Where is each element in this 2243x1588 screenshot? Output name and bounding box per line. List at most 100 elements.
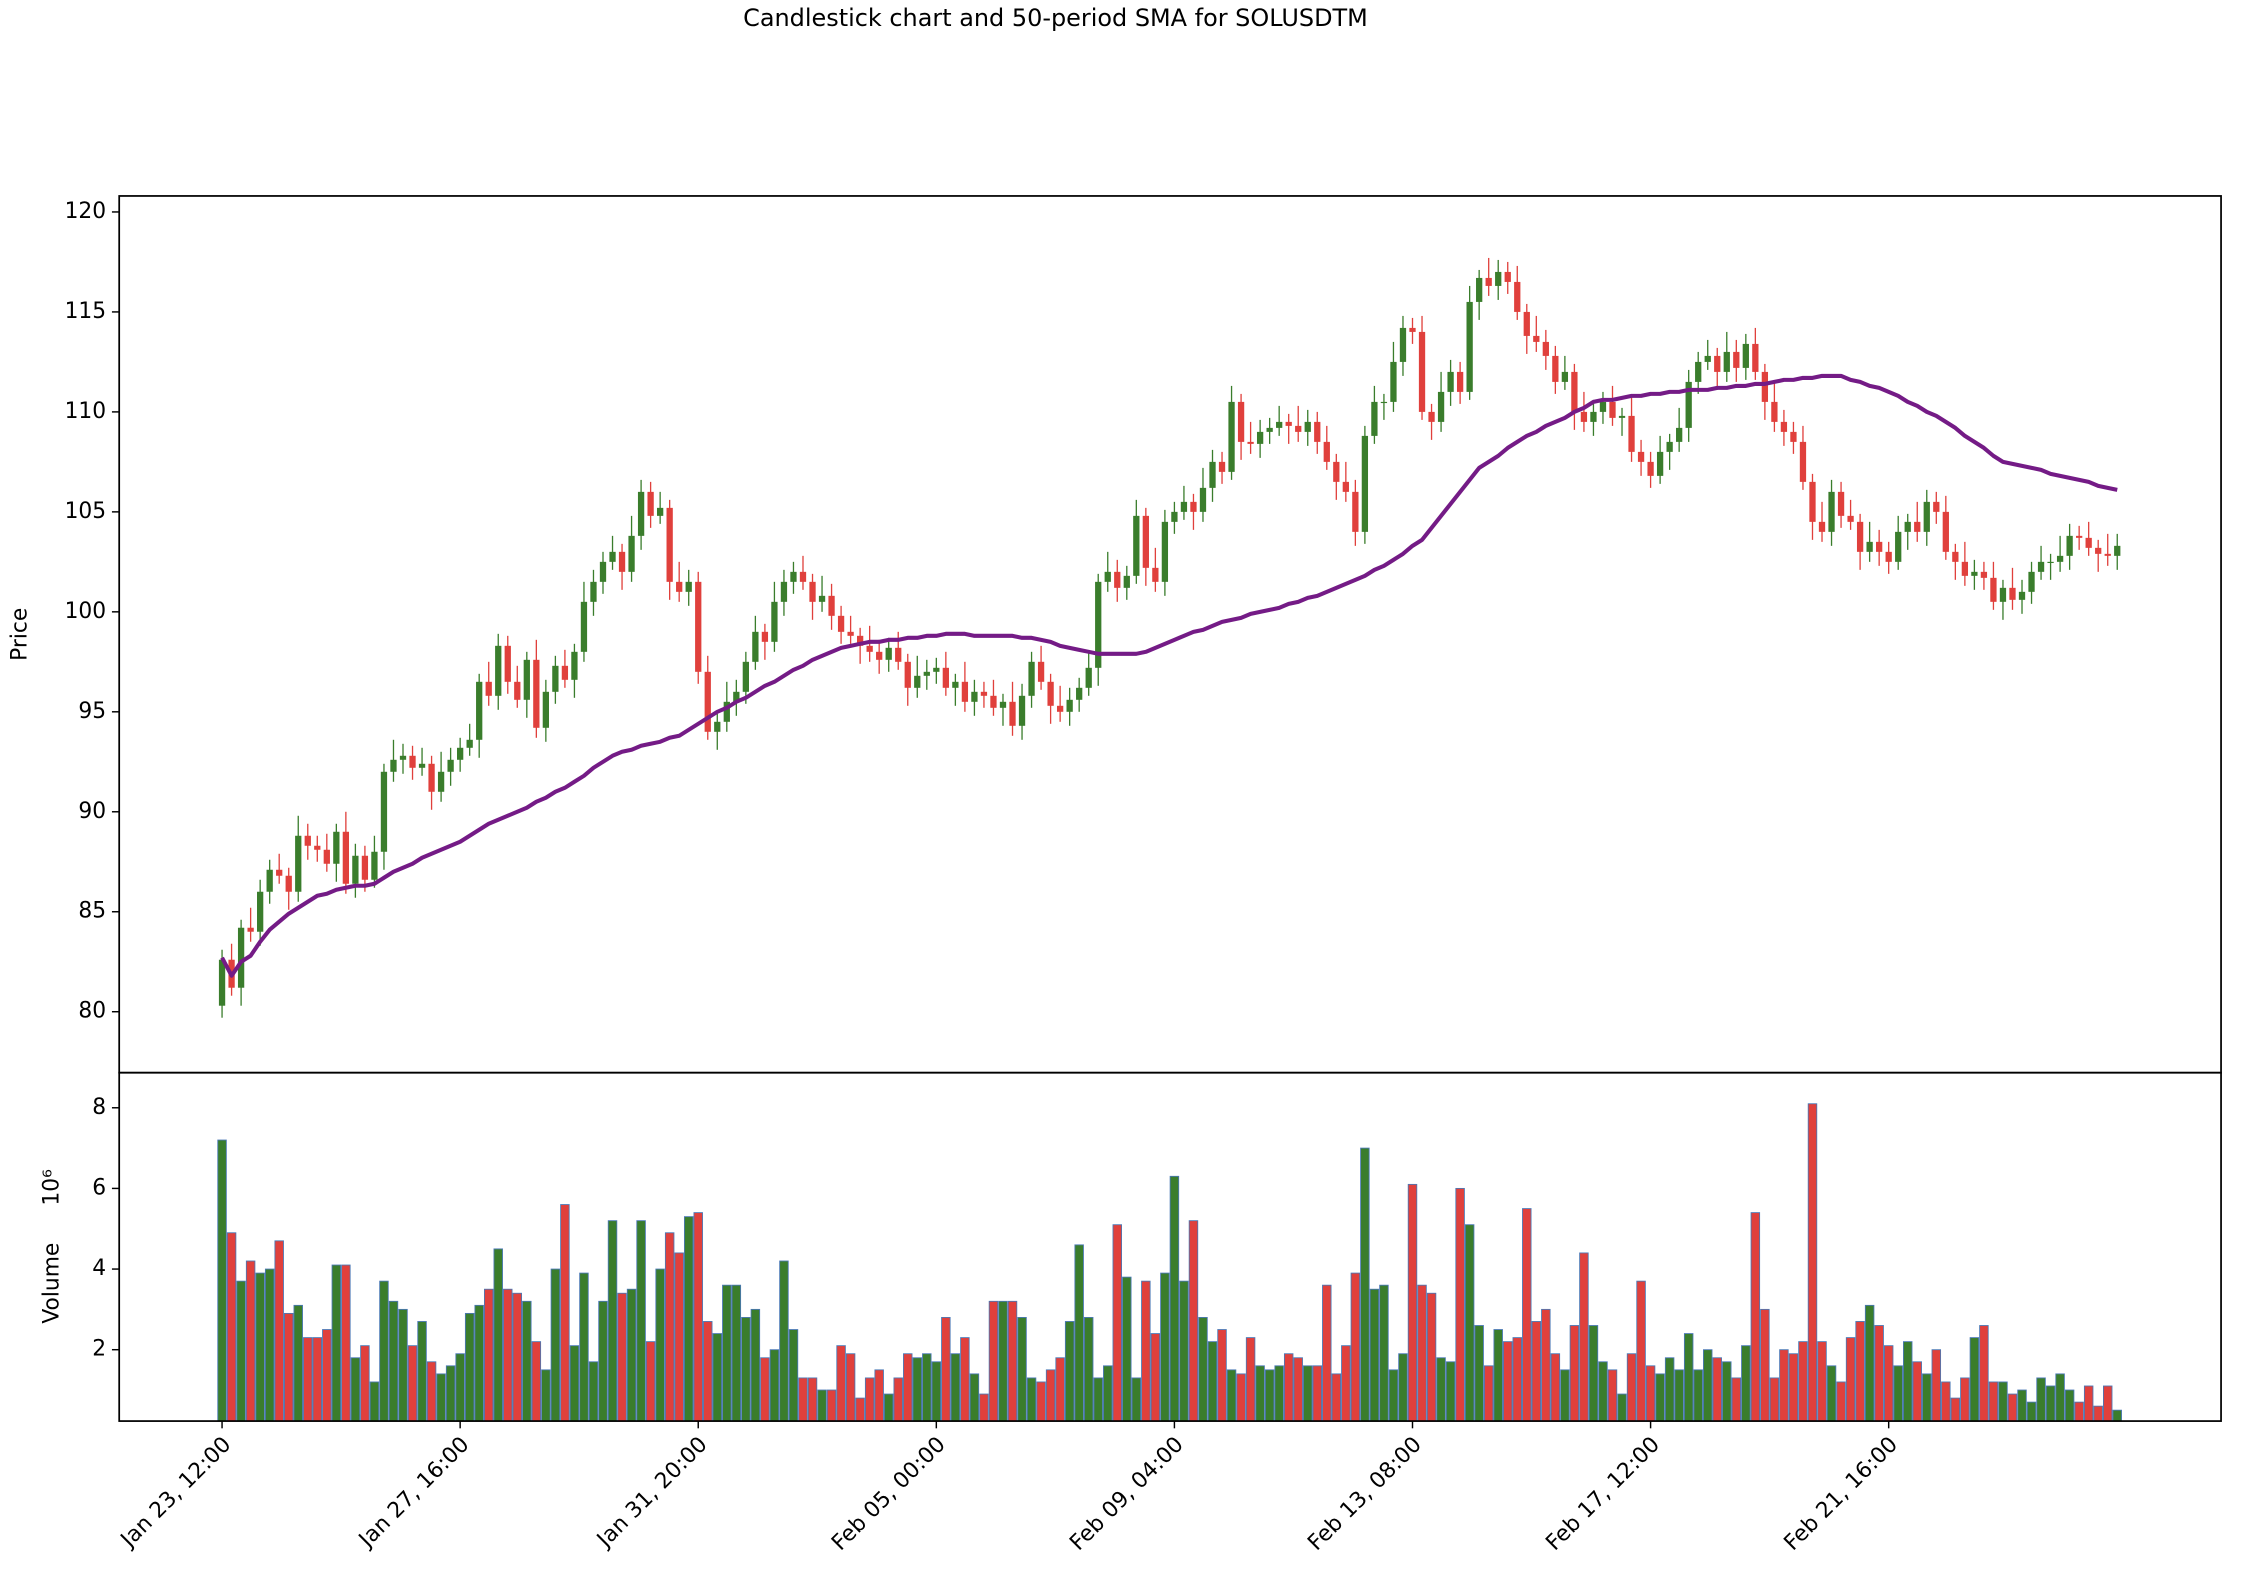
- candle-body: [1485, 277, 1492, 286]
- candle-body: [590, 581, 597, 602]
- volume-bar: [1188, 1220, 1199, 1422]
- candle-body: [552, 665, 559, 692]
- volume-bar: [388, 1300, 399, 1422]
- volume-bar: [560, 1204, 570, 1422]
- volume-bar: [2103, 1385, 2113, 1422]
- candle-body: [771, 601, 778, 642]
- volume-bar: [1960, 1377, 1970, 1422]
- candle-body: [1837, 491, 1845, 516]
- volume-bar: [1360, 1147, 1370, 1422]
- candle-body: [780, 581, 788, 602]
- candle-body: [1504, 271, 1511, 282]
- volume-bar: [845, 1353, 856, 1422]
- candle-body: [447, 759, 454, 772]
- volume-bar: [503, 1288, 513, 1422]
- volume-bar: [1417, 1284, 1427, 1422]
- volume-bar: [1131, 1377, 1142, 1422]
- volume-bar: [417, 1321, 427, 1422]
- volume-bar: [941, 1317, 951, 1422]
- candle-body: [409, 755, 416, 768]
- volume-bar: [1626, 1353, 1637, 1422]
- volume-bar: [1903, 1341, 1913, 1422]
- volume-bar: [979, 1393, 989, 1422]
- volume-bar: [1493, 1329, 1503, 1422]
- candle-body: [542, 691, 550, 728]
- candle-body: [2009, 587, 2016, 600]
- candle-body: [1285, 421, 1292, 426]
- candle-body: [1018, 695, 1026, 726]
- volume-bar: [1950, 1397, 1961, 1422]
- volume-bar: [1512, 1337, 1522, 1422]
- volume-bar: [1798, 1341, 1808, 1422]
- candle-body: [371, 851, 378, 880]
- volume-bar: [998, 1300, 1008, 1422]
- volume-bar: [807, 1377, 818, 1422]
- volume-bar: [1769, 1377, 1780, 1422]
- candle-body: [1523, 311, 1530, 336]
- y-tick-label: 95: [78, 699, 106, 724]
- candle-body: [628, 535, 635, 572]
- volume-bar: [1274, 1365, 1284, 1422]
- candle-body: [933, 667, 940, 672]
- candle-body: [733, 691, 740, 702]
- candle-body: [1618, 415, 1626, 418]
- candle-body: [257, 891, 264, 932]
- volume-bar: [1579, 1252, 1589, 1422]
- candle-body: [923, 671, 930, 676]
- candle-body: [618, 551, 626, 572]
- candle-body: [2056, 555, 2064, 562]
- candle-body: [1276, 421, 1283, 428]
- volume-bar: [1998, 1381, 2008, 1422]
- candle-body: [1028, 661, 1035, 696]
- volume-bar: [1255, 1365, 1265, 1422]
- candle-body: [390, 759, 397, 772]
- volume-bar: [1331, 1373, 1342, 1422]
- volume-bar: [893, 1377, 903, 1422]
- volume-bar: [1379, 1284, 1389, 1422]
- volume-bar: [1112, 1224, 1122, 1422]
- volume-bar: [1503, 1341, 1513, 1422]
- candle-body: [637, 491, 645, 536]
- candle-body: [1609, 401, 1616, 418]
- candle-body: [1514, 281, 1521, 312]
- candle-body: [1961, 561, 1969, 576]
- candle-body: [1352, 491, 1359, 532]
- candle-body: [723, 701, 730, 722]
- candle-body: [218, 959, 226, 1006]
- candle-body: [1314, 421, 1321, 442]
- candle-body: [980, 691, 988, 696]
- candle-body: [999, 701, 1007, 708]
- candle-body: [790, 571, 797, 582]
- volume-bar: [674, 1252, 684, 1422]
- volume-bar: [693, 1212, 703, 1422]
- candle-body: [1390, 361, 1397, 402]
- candle-body: [1876, 541, 1883, 552]
- volume-bar: [274, 1240, 284, 1422]
- volume-bar: [1303, 1365, 1313, 1422]
- volume-bar: [1598, 1361, 1608, 1422]
- volume-bar: [855, 1397, 865, 1422]
- volume-bar: [255, 1272, 265, 1422]
- candle-body: [1999, 587, 2007, 602]
- candle-body: [1380, 401, 1388, 404]
- candle-body: [476, 681, 483, 740]
- volume-bar: [1664, 1357, 1675, 1422]
- candle-body: [1742, 343, 1749, 368]
- candle-body: [961, 681, 969, 702]
- candle-body: [276, 869, 283, 876]
- volume-bar: [541, 1369, 551, 1422]
- candle-body: [1809, 481, 1816, 522]
- volume-bar: [750, 1308, 761, 1422]
- volume-bar: [1388, 1369, 1399, 1422]
- candle-body: [1599, 401, 1607, 412]
- volume-bar: [1607, 1369, 1618, 1422]
- volume-bar: [579, 1272, 589, 1422]
- candle-body: [799, 571, 807, 582]
- candle-body: [1437, 391, 1445, 422]
- volume-bar: [1398, 1353, 1408, 1422]
- candle-body: [323, 849, 330, 864]
- candle-body: [1666, 441, 1673, 452]
- candle-body: [895, 647, 902, 662]
- volume-bar: [1445, 1361, 1456, 1422]
- candle-body: [561, 665, 569, 680]
